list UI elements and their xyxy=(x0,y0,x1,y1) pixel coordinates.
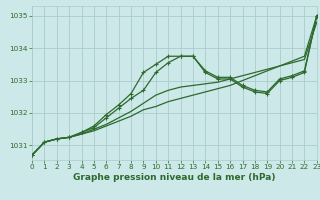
X-axis label: Graphe pression niveau de la mer (hPa): Graphe pression niveau de la mer (hPa) xyxy=(73,173,276,182)
